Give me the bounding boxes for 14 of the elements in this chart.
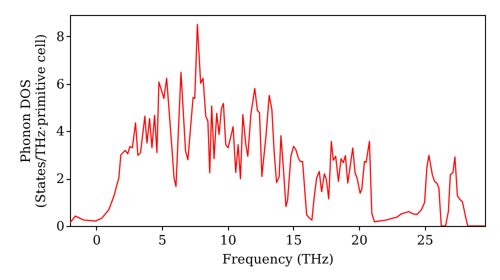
y-tick-label: 8 [56,30,64,45]
y-tick-label: 0 [56,220,64,234]
x-tick-label: 0 [92,234,101,248]
x-tick-label: 5 [158,234,167,248]
x-tick-label: 25 [416,234,434,248]
y-tick-label: 4 [56,124,64,140]
y-tick-label: 6 [56,77,64,92]
x-tick-label: 15 [285,234,302,248]
x-tick-label: 10 [220,234,236,248]
y-axis-title: Phonon DOS (States/THz·primitive cell) [19,34,50,208]
y-tick-label: 2 [56,172,64,188]
line-series [70,24,485,226]
x-axis-title: Frequency (THz) [222,252,334,268]
x-tick-label: 20 [351,234,368,248]
